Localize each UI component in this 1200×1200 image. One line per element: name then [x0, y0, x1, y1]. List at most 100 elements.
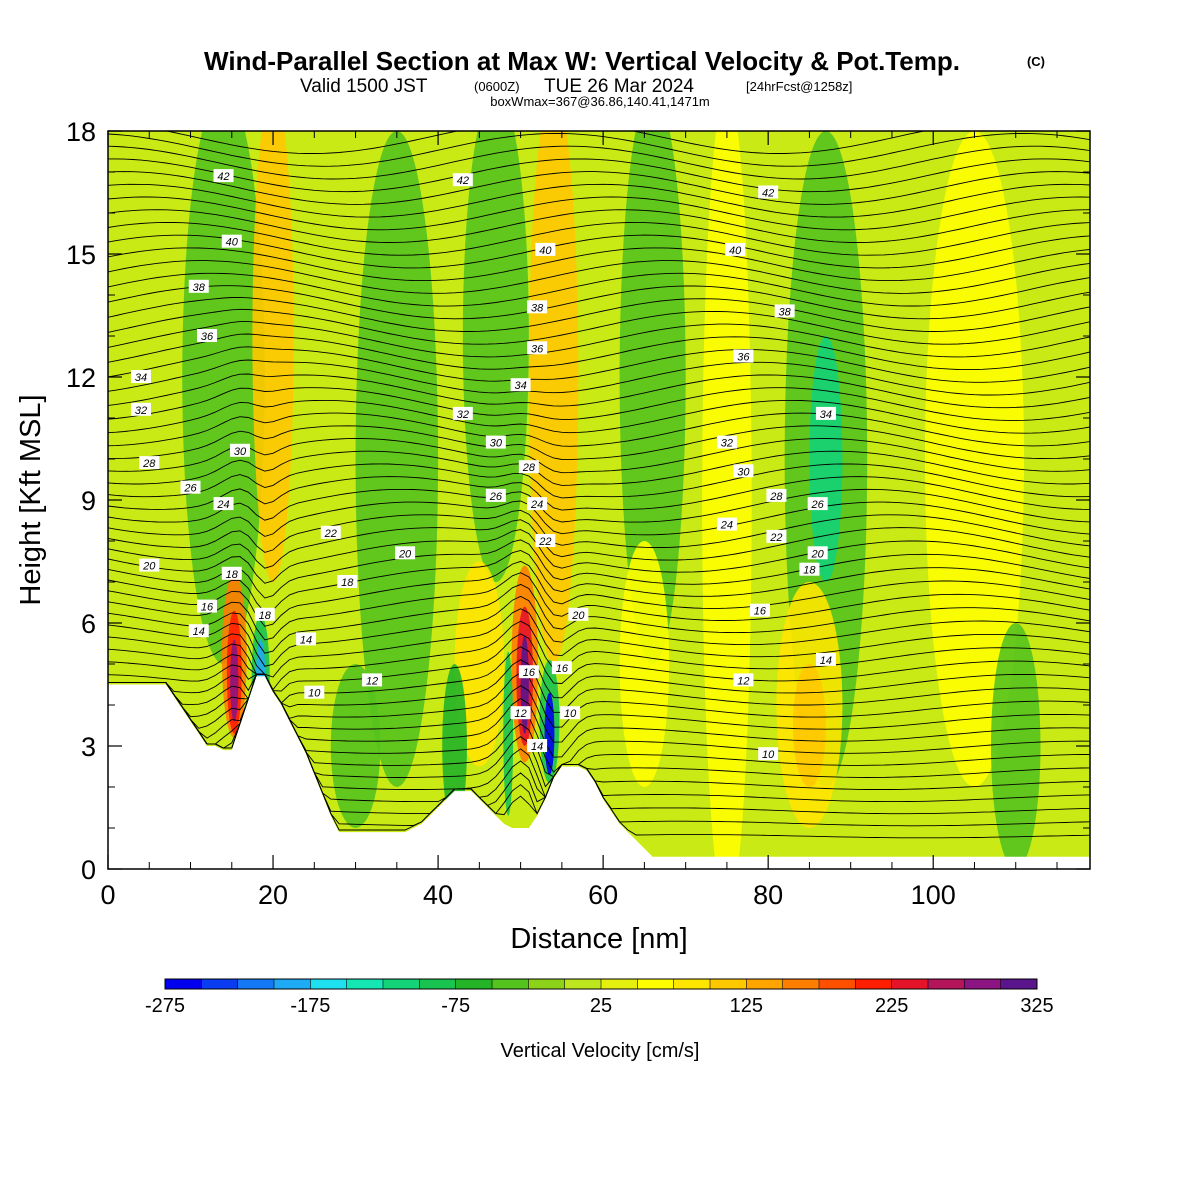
isentrope-line-24: [108, 509, 1090, 553]
contour-label-11: 36: [737, 352, 750, 364]
contour-label-box-46: [296, 632, 317, 646]
contour-label-box-49: [362, 673, 383, 687]
y-tick-label-5: 15: [66, 240, 96, 270]
contour-label-5: 40: [729, 245, 742, 257]
colorbar-swatch-14: [673, 979, 711, 989]
contour-label-10: 36: [531, 343, 544, 355]
colorbar-swatch-1: [201, 979, 239, 989]
isentrope-line-41: [108, 296, 1090, 332]
isentrope-line-28: [108, 463, 1090, 499]
isentrope-line-15: [108, 608, 1090, 678]
isentrope-line-29: [108, 450, 1090, 486]
contour-label-29: 24: [720, 520, 733, 532]
contour-label-box-44: [518, 665, 539, 679]
contour-label-box-20: [733, 464, 754, 478]
isentrope-line-43: [108, 272, 1090, 307]
contour-label-43: 16: [556, 663, 569, 675]
contour-label-box-12: [131, 370, 152, 383]
colorbar-label: Vertical Velocity [cm/s]: [501, 1040, 700, 1062]
terrain-mask: [108, 676, 1090, 869]
colorbar-tick-label-5: 225: [875, 995, 908, 1017]
contour-label-box-21: [139, 456, 160, 470]
colorbar-swatch-11: [564, 979, 602, 989]
contour-label-box-31: [535, 534, 556, 547]
isentrope-line-26: [108, 488, 1090, 523]
colorbar-swatch-16: [746, 979, 784, 989]
contour-label-3: 40: [226, 237, 239, 249]
contour-label-9: 36: [201, 331, 214, 343]
isentrope-line-22: [108, 529, 1090, 584]
contour-label-54: 10: [762, 749, 775, 761]
contour-label-box-26: [807, 497, 828, 511]
contour-label-box-30: [320, 525, 341, 539]
copyright-mark: (C): [1027, 54, 1045, 69]
contour-label-26: 26: [811, 499, 825, 511]
contour-label-24: 26: [183, 483, 197, 495]
contour-label-box-47: [815, 652, 836, 666]
isentrope-line-44: [108, 260, 1090, 294]
contour-label-51: 12: [514, 708, 526, 720]
isentrope-line-47: [108, 221, 1090, 256]
contour-label-35: 20: [811, 548, 825, 560]
y-tick-label-6: 18: [66, 117, 96, 147]
contour-label-21: 28: [142, 458, 156, 470]
isentrope-line-55: [164, 131, 927, 154]
isentrope-line-31: [108, 425, 1090, 461]
y-tick-label-0: 0: [81, 855, 96, 885]
contour-label-box-11: [733, 349, 754, 363]
contour-label-box-40: [254, 607, 275, 621]
colorbar-swatch-4: [310, 979, 348, 989]
velocity-cell-8: [809, 336, 843, 582]
y-tick-label-4: 12: [66, 363, 96, 393]
velocity-cell-11: [792, 664, 826, 787]
contour-label-box-2: [758, 185, 779, 199]
contour-label-15: 32: [135, 405, 147, 417]
colorbar-swatch-13: [637, 979, 675, 989]
isentrope-line-48: [108, 209, 1090, 243]
x-tick-label-4: 80: [753, 880, 783, 910]
isentrope-line-16: [108, 595, 1090, 667]
contour-label-28: 24: [530, 499, 543, 511]
velocity-cell-9: [924, 131, 1024, 787]
x-tick-label-1: 20: [258, 880, 288, 910]
isentrope-line-42: [108, 285, 1090, 320]
isentrope-line-36: [108, 359, 1090, 396]
colorbar-swatch-15: [710, 979, 747, 989]
colorbar-swatch-18: [819, 979, 856, 989]
contour-label-12: 34: [135, 372, 147, 384]
contour-label-box-5: [725, 242, 746, 256]
contour-label-box-17: [716, 435, 737, 449]
contour-label-46: 14: [300, 634, 312, 646]
contour-label-box-25: [485, 488, 506, 502]
isentrope-line-46: [108, 234, 1090, 269]
colorbar-swatch-3: [274, 979, 311, 989]
contour-label-13: 34: [514, 380, 526, 392]
contour-label-27: 24: [216, 499, 229, 511]
contour-label-box-51: [510, 706, 531, 720]
contour-label-31: 22: [538, 536, 551, 548]
contour-label-box-22: [518, 460, 539, 474]
colorbar-tick-label-2: -75: [441, 995, 470, 1017]
contour-label-39: 18: [803, 565, 816, 577]
velocity-cell-27: [544, 692, 555, 775]
velocity-cell-1: [252, 131, 294, 582]
contour-label-44: 16: [523, 667, 536, 679]
colorbar-swatch-8: [455, 979, 493, 989]
contour-label-36: 20: [571, 610, 585, 622]
isentrope-line-30: [108, 438, 1090, 474]
colorbar-swatch-12: [601, 979, 638, 989]
velocity-cell-14: [330, 664, 381, 828]
isentrope-line-35: [108, 373, 1090, 409]
valid-utc: (0600Z): [474, 79, 520, 94]
contour-label-box-52: [304, 685, 325, 699]
contour-label-box-4: [535, 242, 556, 256]
contour-label-box-3: [221, 234, 242, 248]
colorbar-tick-label-6: 325: [1020, 995, 1053, 1017]
x-axis-label: Distance [nm]: [510, 923, 687, 955]
isentrope-line-50: [108, 183, 1090, 218]
contour-label-23: 28: [769, 491, 783, 503]
contour-label-40: 18: [259, 610, 272, 622]
isentrope-line-52: [108, 158, 1090, 193]
velocity-cell-15: [619, 541, 670, 787]
contour-label-32: 22: [769, 532, 782, 544]
